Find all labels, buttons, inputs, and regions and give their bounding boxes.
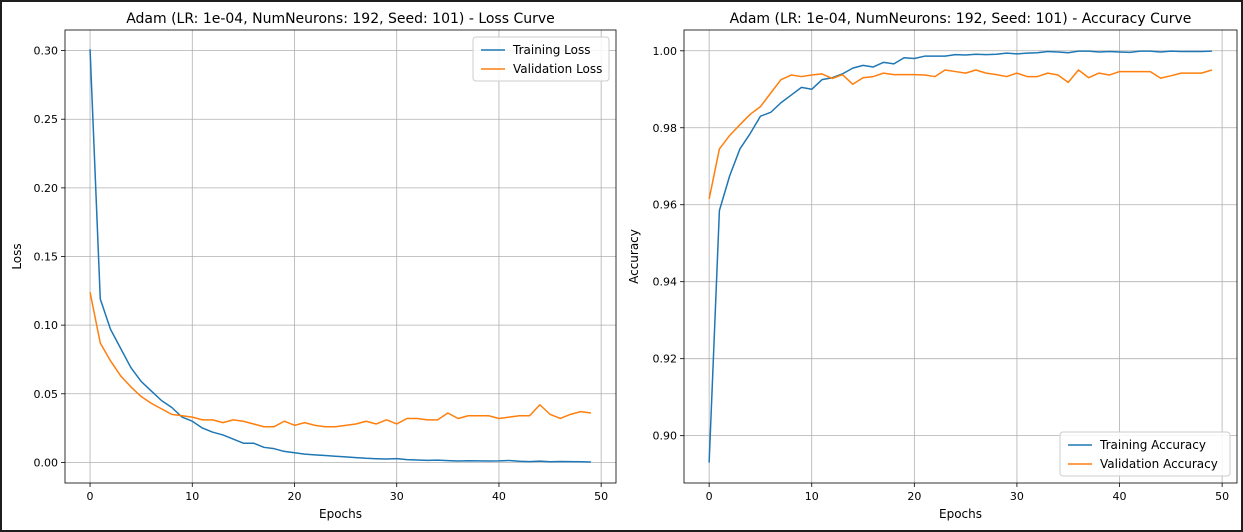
legend-box bbox=[1059, 431, 1231, 477]
series-line-validation-loss bbox=[89, 292, 592, 428]
chart-panel-2: 0 10 20 30 40 50 0.90 0.92 0.94 0.96 0.98 1.00 Adam … bbox=[627, 11, 1238, 521]
x-tick-label: 0 bbox=[706, 490, 713, 503]
y-tick-label: 0.00 bbox=[34, 456, 59, 469]
legend-entry: Validation Accuracy bbox=[1100, 457, 1218, 471]
y-tick-label: 0.92 bbox=[653, 353, 678, 366]
series-line-training-loss bbox=[89, 49, 591, 463]
y-tick-label: 0.10 bbox=[34, 319, 59, 332]
x-tick-label: 30 bbox=[1010, 490, 1024, 503]
y-tick-label: 0.94 bbox=[653, 276, 678, 289]
x-axis-label: Epochs bbox=[939, 507, 982, 521]
chart-title: Adam (LR: 1e-04, NumNeurons: 192, Seed: … bbox=[126, 11, 555, 27]
y-tick-label: 0.96 bbox=[653, 199, 678, 212]
legend: Training Accuracy Validation Accuracy bbox=[1059, 431, 1231, 477]
y-tick-label: 0.90 bbox=[653, 430, 678, 443]
x-tick-label: 0 bbox=[87, 490, 94, 503]
y-tick-label: 0.98 bbox=[653, 122, 678, 135]
x-tick-label: 50 bbox=[1215, 490, 1229, 503]
y-tick-label: 0.05 bbox=[34, 388, 59, 401]
y-tick-label: 0.20 bbox=[34, 182, 59, 195]
y-axis-label: Accuracy bbox=[627, 229, 641, 284]
y-axis-label: Loss bbox=[10, 243, 24, 269]
legend-entry: Validation Loss bbox=[513, 62, 602, 76]
plot-area-frame bbox=[683, 29, 1238, 484]
x-tick-label: 50 bbox=[594, 490, 608, 503]
series-line-training-accuracy bbox=[708, 50, 1212, 463]
x-tick-label: 10 bbox=[805, 490, 819, 503]
x-tick-label: 40 bbox=[492, 490, 506, 503]
x-tick-label: 20 bbox=[907, 490, 921, 503]
legend: Training Loss Validation Loss bbox=[472, 36, 610, 82]
chart-title: Adam (LR: 1e-04, NumNeurons: 192, Seed: … bbox=[730, 11, 1192, 27]
x-axis-label: Epochs bbox=[319, 507, 362, 521]
legend-box bbox=[472, 36, 610, 82]
series-line-validation-accuracy bbox=[708, 69, 1213, 200]
y-tick-label: 0.30 bbox=[34, 45, 59, 58]
y-tick-label: 0.25 bbox=[34, 113, 59, 126]
x-tick-label: 10 bbox=[185, 490, 199, 503]
legend-entry: Training Accuracy bbox=[1099, 438, 1206, 452]
x-tick-label: 40 bbox=[1113, 490, 1127, 503]
legend-entry: Training Loss bbox=[512, 43, 590, 57]
x-tick-label: 30 bbox=[390, 490, 404, 503]
x-tick-label: 20 bbox=[287, 490, 301, 503]
chart-panel-1: 0 10 20 30 40 50 0.00 0.05 0.10 0.15 0.20 0.25 0.30 A… bbox=[10, 11, 617, 521]
y-tick-label: 1.00 bbox=[653, 45, 678, 58]
y-tick-label: 0.15 bbox=[34, 251, 59, 264]
